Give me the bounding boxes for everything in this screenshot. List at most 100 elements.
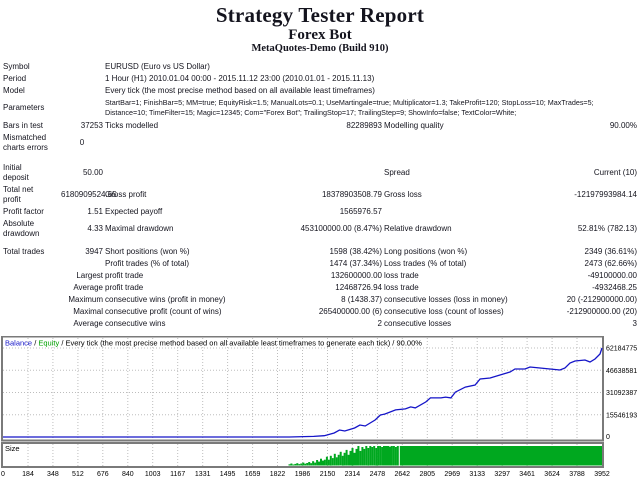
size-bar (379, 446, 382, 466)
report-value: 265400000.00 (6) (318, 307, 382, 316)
report-label: loss trade (384, 271, 419, 280)
report-row: Absolute drawdown 4.33 Maximal drawdown 453… (3, 219, 637, 239)
size-bar (341, 455, 344, 466)
report-value: -12197993984.14 (574, 190, 637, 199)
report-row-label: Mismatched charts errors (3, 133, 48, 152)
size-bar (377, 446, 380, 466)
report-row: Profit factor 1.51 Expected payoff 1565976.… (3, 207, 637, 217)
report-value: 8 (1438.37) (341, 295, 382, 304)
size-bar (394, 447, 397, 466)
report-label: profit trade (105, 271, 144, 280)
report-label: Expected payoff (105, 207, 163, 216)
report-row-label: Parameters (3, 102, 45, 112)
report-row-label: Period (3, 74, 27, 83)
size-bar (331, 458, 334, 466)
size-bar (329, 455, 332, 466)
report-row: Maximal consecutive profit (count of wins… (3, 307, 637, 317)
legend-balance-label: Balance (5, 339, 32, 348)
report-value: Average (73, 283, 103, 292)
size-bar (375, 448, 378, 466)
size-bar (373, 446, 376, 466)
size-bar (383, 446, 385, 466)
size-bar (369, 446, 372, 466)
report-value: 1.51 (87, 207, 103, 216)
size-bar (396, 446, 399, 466)
x-axis-label: 1003 (145, 471, 161, 478)
x-axis-label: 1167 (170, 471, 185, 478)
report-value: 0 (79, 138, 85, 147)
balance-plot-area (1, 336, 604, 442)
size-bar (306, 463, 309, 466)
report-row: Model Every tick (the most precise method… (3, 86, 637, 96)
report-row: Parameters StartBar=1; FinishBar=5; MM=tr… (3, 98, 637, 117)
x-axis-label: 512 (72, 471, 84, 478)
report-row: Initial deposit 50.00 Spread Current (10) (3, 163, 637, 183)
x-axis-label: 3624 (544, 471, 560, 478)
report-label: Ticks modelled (105, 121, 159, 130)
report-value: 2 (377, 319, 382, 328)
report-value: 6180909524.65 (61, 190, 117, 199)
size-bar (367, 448, 370, 466)
size-bar-full (399, 446, 602, 466)
report-value: 3 (632, 319, 637, 328)
report-row: Total net profit 6180909524.65 Gross profi… (3, 185, 637, 205)
report-row: Average consecutive wins 2 consecutive loss… (3, 319, 637, 329)
x-axis-label: 1822 (270, 471, 286, 478)
x-axis-label: 348 (47, 471, 59, 478)
size-bar (292, 464, 295, 466)
legend-model-text: / Every tick (the most precise method ba… (59, 339, 422, 348)
x-axis-label: 1331 (195, 471, 211, 478)
report-row: Largest profit trade 132600000.00 loss trad… (3, 271, 637, 281)
size-bar (351, 448, 354, 466)
report-row: Total trades 3947 Short positions (won %) 1… (3, 247, 637, 257)
x-axis-label: 2642 (395, 471, 411, 478)
legend-separator: / (32, 339, 38, 348)
report-label: loss trade (384, 283, 419, 292)
report-row-label: Profit factor (3, 207, 44, 216)
report-label: Gross loss (384, 190, 422, 199)
report-row: Average profit trade 12468726.94 loss trade… (3, 283, 637, 293)
report-label: consecutive losses (384, 319, 452, 328)
size-bar (288, 464, 291, 466)
report-value: 12468726.94 (335, 283, 382, 292)
x-axis-label: 1986 (295, 471, 311, 478)
x-axis-label: 676 (97, 471, 109, 478)
y-axis-label: 46638581 (606, 368, 637, 375)
report-value: Maximum (68, 295, 103, 304)
size-bar (318, 461, 320, 466)
size-bar (345, 449, 348, 466)
report-table: Symbol EURUSD (Euro vs US Dollar) Period 1 … (3, 62, 637, 331)
report-value: 82289893 (346, 121, 382, 130)
report-value: 52.81% (782.13) (577, 224, 637, 233)
report-value: 90.00% (609, 121, 637, 130)
report-header: Strategy Tester Report Forex Bot MetaQuo… (0, 0, 640, 55)
report-value: 132600000.00 (330, 271, 382, 280)
x-axis-label: 2805 (420, 471, 436, 478)
report-row: Symbol EURUSD (Euro vs US Dollar) (3, 62, 637, 72)
size-bar (381, 447, 384, 466)
size-bar (322, 460, 324, 466)
x-axis-label: 2478 (370, 471, 386, 478)
report-value: Largest (76, 271, 103, 280)
size-bar (333, 453, 336, 466)
report-value: 20 (-212900000.00) (566, 295, 637, 304)
size-bar (343, 452, 346, 466)
size-bar (323, 459, 326, 466)
report-label: Every tick (the most precise method base… (105, 86, 375, 95)
expert-name: Forex Bot (288, 27, 352, 43)
report-label: EURUSD (Euro vs US Dollar) (105, 62, 210, 71)
report-label: consecutive loss (count of losses) (384, 307, 504, 316)
report-label: Maximal drawdown (105, 224, 174, 233)
size-bar (302, 462, 305, 466)
report-label: Short positions (won %) (105, 247, 190, 256)
chart-legend: Balance / Equity / Every tick (the most … (5, 339, 422, 348)
report-label: Profit trades (% of total) (105, 259, 190, 268)
x-axis-label: 3788 (569, 471, 585, 478)
size-bar (385, 446, 387, 466)
x-axis-label: 1495 (220, 471, 236, 478)
report-label: 1 Hour (H1) 2010.01.04 00:00 - 2015.11.1… (105, 74, 375, 83)
size-panel-label: Size (5, 444, 20, 453)
report-value: 18378903508.79 (321, 190, 382, 199)
report-row-label: Absolute drawdown (3, 219, 40, 238)
size-bar (304, 463, 307, 466)
